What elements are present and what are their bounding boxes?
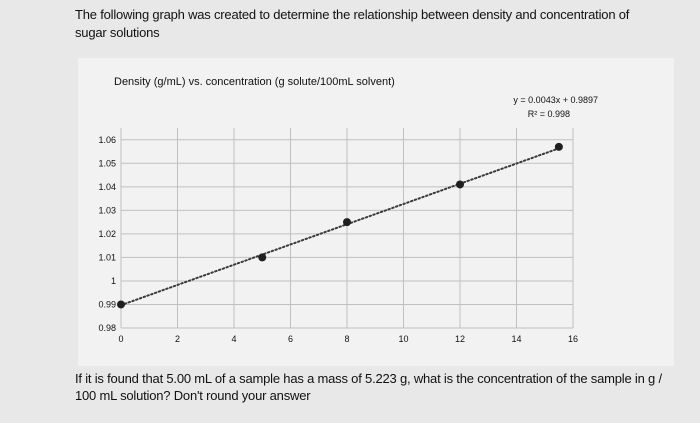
y-tick-label: 1.05 bbox=[98, 158, 116, 168]
trendline bbox=[120, 147, 560, 307]
trendline-layer bbox=[120, 147, 560, 307]
y-tick-label: 0.99 bbox=[98, 299, 116, 309]
y-tick-label: 1.02 bbox=[98, 229, 116, 239]
x-tick-label: 14 bbox=[511, 334, 521, 344]
chart-panel: Density (g/mL) vs. concentration (g solu… bbox=[78, 58, 674, 366]
question-intro-text: The following graph was created to deter… bbox=[75, 7, 630, 40]
data-point bbox=[117, 300, 125, 309]
x-tick-label: 8 bbox=[344, 334, 349, 344]
y-tick-label: 1.06 bbox=[98, 135, 116, 145]
y-tick-label: 1.01 bbox=[98, 252, 116, 262]
data-point bbox=[554, 142, 563, 151]
grid-layer bbox=[120, 128, 574, 329]
x-tick-label: 12 bbox=[455, 334, 465, 344]
data-points bbox=[117, 142, 563, 309]
data-point bbox=[456, 180, 464, 189]
data-point bbox=[343, 218, 351, 227]
y-tick-label: 0.98 bbox=[98, 323, 116, 333]
x-tick-label: 16 bbox=[568, 334, 578, 344]
density-chart: Density (g/mL) vs. concentration (g solu… bbox=[98, 76, 598, 344]
tick-labels: 0.98 0.99 1 1.01 1.02 1.03 1.04 1.05 1.06 0 2 4 6 8 10… bbox=[98, 135, 578, 344]
x-tick-label: 10 bbox=[398, 334, 408, 344]
trendline-equation: y = 0.0043x + 0.9897 bbox=[513, 95, 598, 105]
y-tick-label: 1 bbox=[111, 276, 116, 286]
trendline-r2: R² = 0.998 bbox=[528, 109, 570, 119]
data-point bbox=[258, 253, 267, 262]
y-tick-label: 1.04 bbox=[98, 182, 116, 192]
x-tick-label: 2 bbox=[175, 334, 180, 344]
question-prompt-text: If it is found that 5.00 mL of a sample … bbox=[75, 371, 662, 403]
x-tick-label: 4 bbox=[231, 334, 236, 344]
y-tick-label: 1.03 bbox=[98, 205, 116, 215]
x-tick-label: 6 bbox=[288, 334, 293, 344]
x-tick-label: 0 bbox=[118, 334, 123, 344]
chart-title: Density (g/mL) vs. concentration (g solu… bbox=[114, 76, 395, 88]
